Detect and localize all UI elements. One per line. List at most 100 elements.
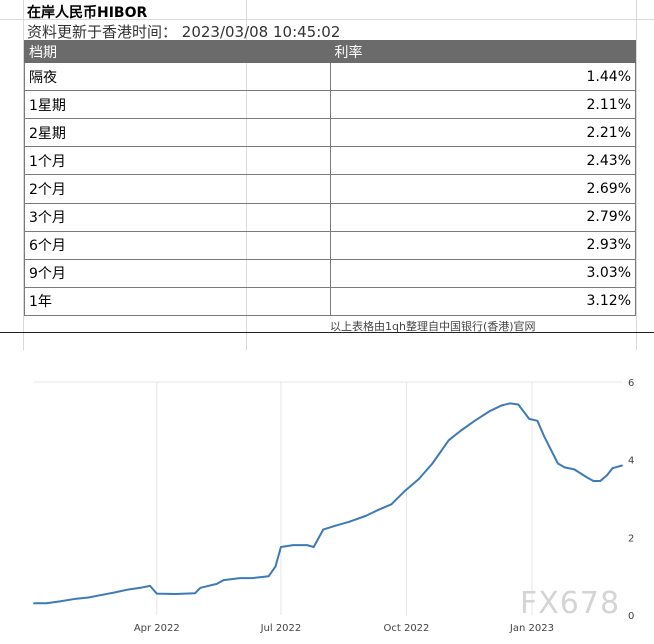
table-row: 1星期 2.11% <box>24 90 636 120</box>
data-point <box>75 597 78 600</box>
column-header-rate: 利率 <box>329 40 636 63</box>
update-time: 资料更新于香港时间： 2023/03/08 10:45:02 <box>27 23 341 41</box>
spreadsheet: 在岸人民币HIBOR 资料更新于香港时间： 2023/03/08 10:45:0… <box>0 0 654 350</box>
data-point <box>536 419 539 422</box>
table-row: 3个月 2.79% <box>24 202 636 232</box>
rate-cell: 2.93% <box>329 230 636 260</box>
data-point <box>460 429 462 432</box>
table-row: 6个月 2.93% <box>24 230 636 260</box>
chart-svg: Apr 2022 Jul 2022 Oct 2022 Jan 2023 0 2 4 6 <box>33 378 634 634</box>
table-header-row: 档期 利率 <box>24 40 636 63</box>
grid-line <box>23 0 24 350</box>
period-cell: 3个月 <box>24 202 331 232</box>
data-point <box>251 577 254 580</box>
watermark: FX678 <box>520 586 621 621</box>
period-cell: 2星期 <box>24 118 331 148</box>
rate-cell: 2.21% <box>329 118 636 148</box>
x-tick-label: Oct 2022 <box>383 623 429 634</box>
data-point <box>606 474 608 477</box>
data-point <box>611 467 614 470</box>
data-point <box>599 480 602 482</box>
data-point <box>501 404 503 407</box>
data-point <box>149 584 151 587</box>
x-tick-label: Apr 2022 <box>134 623 180 634</box>
table-row: 2个月 2.69% <box>24 174 636 204</box>
data-point <box>364 515 367 517</box>
data-point <box>431 462 434 465</box>
data-point <box>473 419 476 422</box>
grid-line <box>636 0 637 350</box>
rate-cell: 2.79% <box>329 202 636 232</box>
column-header-period: 档期 <box>24 40 331 63</box>
data-point <box>139 586 142 589</box>
data-point <box>312 546 315 548</box>
data-point <box>45 602 48 605</box>
data-point <box>517 403 520 406</box>
rate-cell: 2.69% <box>329 174 636 204</box>
y-tick-label: 2 <box>628 533 634 544</box>
data-point <box>267 575 270 578</box>
data-point <box>113 591 116 594</box>
period-cell: 9个月 <box>24 258 331 288</box>
x-tick-label: Jul 2022 <box>260 623 302 634</box>
period-cell: 1星期 <box>24 90 331 120</box>
period-cell: 1年 <box>24 286 331 317</box>
data-point <box>125 588 128 591</box>
table-row: 1年 3.12% <box>24 286 636 317</box>
data-point <box>199 586 202 589</box>
data-point <box>174 593 177 595</box>
data-point <box>155 592 158 595</box>
data-point <box>215 583 218 585</box>
period-cell: 隔夜 <box>24 61 331 92</box>
data-point <box>417 478 420 480</box>
hibor-table: 档期 利率 隔夜 1.44% 1星期 2.11% 2星期 2.21% 1个月 2.43%… <box>24 40 636 317</box>
y-tick-label: 4 <box>628 456 634 467</box>
period-cell: 2个月 <box>24 174 331 204</box>
data-point <box>87 596 90 599</box>
table-row: 隔夜 1.44% <box>24 61 636 92</box>
table-row: 9个月 3.03% <box>24 258 636 288</box>
table-row: 2星期 2.21% <box>24 118 636 148</box>
data-point <box>292 544 295 546</box>
data-point <box>509 402 512 405</box>
data-point <box>376 509 379 512</box>
rate-cell: 3.12% <box>329 286 636 317</box>
data-point <box>404 489 406 492</box>
data-point <box>390 503 393 506</box>
data-point <box>556 462 559 465</box>
hibor-line-chart: Apr 2022 Jul 2022 Oct 2022 Jan 2023 0 2 4 6 FX6… <box>0 350 654 644</box>
x-tick-label: Jan 2023 <box>509 623 554 634</box>
data-point <box>59 600 61 603</box>
grid-line <box>0 19 654 20</box>
data-point <box>621 464 623 467</box>
period-cell: 1个月 <box>24 146 331 176</box>
data-point <box>305 544 308 546</box>
series-line <box>34 402 623 605</box>
data-point <box>528 417 531 420</box>
data-point <box>274 565 277 568</box>
data-point <box>101 593 104 596</box>
data-point <box>592 480 595 482</box>
sheet-bottom-border <box>0 332 654 333</box>
data-point <box>348 520 351 523</box>
rate-cell: 3.03% <box>329 258 636 288</box>
data-point <box>543 435 546 438</box>
rate-cell: 2.43% <box>329 146 636 176</box>
data-point <box>33 602 35 605</box>
data-point <box>322 528 325 531</box>
data-point <box>573 468 576 471</box>
y-tick-label: 0 <box>628 611 634 622</box>
data-point <box>334 524 337 527</box>
data-point <box>447 439 450 442</box>
data-point <box>222 579 225 581</box>
rate-cell: 2.11% <box>329 90 636 120</box>
data-point <box>563 466 566 469</box>
table-row: 1个月 2.43% <box>24 146 636 176</box>
y-tick-label: 6 <box>628 378 634 389</box>
period-cell: 6个月 <box>24 230 331 260</box>
source-note: 以上表格由1qh整理自中国银行(香港)官网 <box>330 320 536 333</box>
data-point <box>239 577 241 580</box>
data-point <box>585 476 588 479</box>
data-point <box>194 592 196 595</box>
data-point <box>280 546 282 548</box>
